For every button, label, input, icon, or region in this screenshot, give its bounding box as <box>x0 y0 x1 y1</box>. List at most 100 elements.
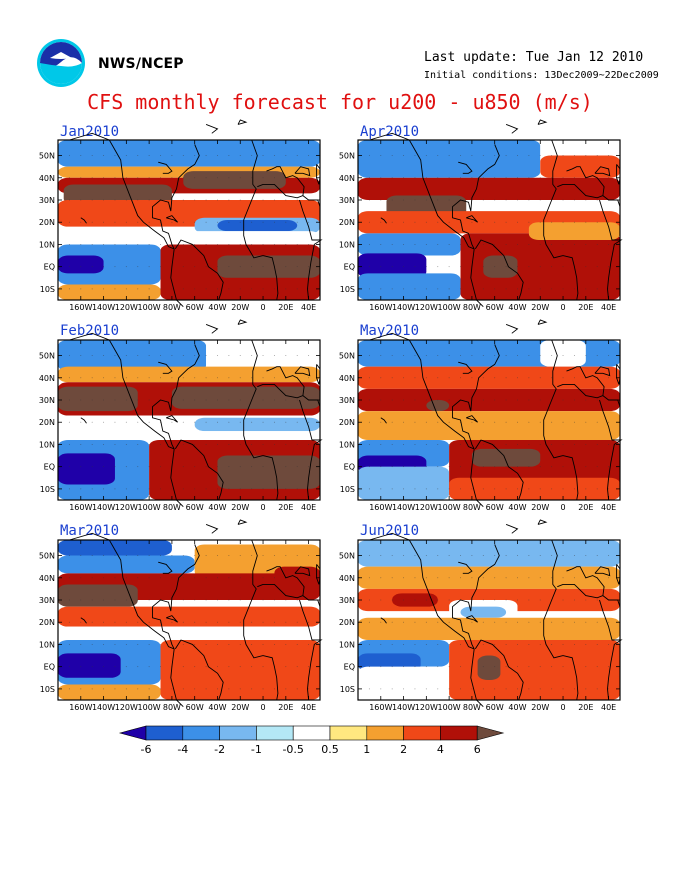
lon-label: 0 <box>260 703 265 712</box>
contour-band <box>217 455 320 489</box>
lat-label: 20N <box>339 618 355 627</box>
lat-label: 10S <box>340 285 355 294</box>
lon-label: 60W <box>486 703 504 712</box>
lon-label: 100W <box>138 703 161 712</box>
lat-label: EQ <box>344 663 355 672</box>
lat-label: 10S <box>40 485 55 494</box>
lon-label: 80W <box>163 503 181 512</box>
lat-label: 30N <box>39 396 55 405</box>
lon-label: 20E <box>578 503 593 512</box>
lon-label: 140W <box>92 303 115 312</box>
colorbar-label: 2 <box>400 743 407 756</box>
contour-band <box>63 184 172 205</box>
contour-band <box>449 640 620 700</box>
contour-band <box>58 453 115 485</box>
contour-band <box>58 584 138 607</box>
lon-label: 20E <box>578 303 593 312</box>
lon-label: 40E <box>601 303 616 312</box>
lat-label: 50N <box>339 152 355 161</box>
colorbar-segment <box>329 725 368 741</box>
lon-label: 20E <box>578 703 593 712</box>
lon-label: 100W <box>138 503 161 512</box>
contour-band <box>58 653 121 678</box>
stipple-dots <box>368 155 610 290</box>
lon-label: 60W <box>186 503 204 512</box>
contour-band <box>58 606 320 627</box>
colorbar-legend: -6 -4 -2 -1 -0.5 0.5 1 2 4 6 <box>118 725 505 756</box>
contour-band <box>58 284 161 300</box>
contour-band <box>358 177 620 200</box>
lon-label: 140W <box>92 703 115 712</box>
lat-label: 40N <box>339 374 355 383</box>
map-frame <box>57 539 321 701</box>
panel-title-feb: Feb2010 <box>60 323 120 339</box>
contour-band <box>358 540 620 567</box>
lon-label: 40E <box>301 303 316 312</box>
contour-band <box>160 640 320 700</box>
contour-field <box>358 140 620 300</box>
contour-band <box>217 220 298 232</box>
lon-label: 140W <box>392 303 415 312</box>
map-panel-apr: 50N 40N 30N 20N 10N EQ 10S 160W 140W 120W 100W 80W 6… <box>339 119 623 312</box>
lon-label: 100W <box>438 303 461 312</box>
colorbar-segment <box>366 725 404 741</box>
contour-band <box>358 388 620 412</box>
lat-label: EQ <box>44 463 55 472</box>
map-panel-jan: 50N 40N 30N 20N 10N EQ 10S 160W 140W 120W 100W 80W 6… <box>39 119 323 312</box>
lat-label: 10N <box>39 240 55 249</box>
contour-band <box>217 255 320 278</box>
panel-title-jun: Jun2010 <box>360 523 420 539</box>
contour-band <box>358 253 427 278</box>
lon-label: 20W <box>231 703 249 712</box>
contour-band <box>460 606 507 618</box>
panel-title-jan: Jan2010 <box>60 124 120 140</box>
lat-label: 30N <box>339 596 355 605</box>
contour-band <box>183 171 286 189</box>
contour-band <box>58 231 320 245</box>
lat-label: 30N <box>39 196 55 205</box>
lat-label: EQ <box>44 663 55 672</box>
contour-band <box>58 366 320 383</box>
contour-band <box>58 684 161 700</box>
contour-band <box>58 555 195 574</box>
lon-label: 120W <box>415 303 438 312</box>
panel-title-may: May2010 <box>360 323 420 339</box>
lon-label: 80W <box>163 703 181 712</box>
lon-label: 40W <box>208 503 226 512</box>
colorbar-label: -1 <box>251 743 262 756</box>
coastlines <box>69 119 323 308</box>
contour-band <box>358 653 421 672</box>
lon-label: 0 <box>260 303 265 312</box>
colorbar-label: 4 <box>437 743 444 756</box>
contour-band <box>58 255 104 274</box>
coastlines <box>69 319 323 508</box>
lat-label: 50N <box>39 352 55 361</box>
lat-label: EQ <box>344 463 355 472</box>
lon-label: 100W <box>438 503 461 512</box>
lat-label: 40N <box>339 574 355 583</box>
lat-label: 50N <box>39 152 55 161</box>
lon-label: 100W <box>438 703 461 712</box>
lat-label: 20N <box>339 418 355 427</box>
contour-band <box>358 366 620 389</box>
colorbar-label: 6 <box>474 743 481 756</box>
contour-band <box>483 255 518 278</box>
contour-band <box>58 431 320 440</box>
lat-label: 40N <box>339 174 355 183</box>
lon-label: 0 <box>560 503 565 512</box>
map-frame <box>357 539 621 701</box>
colorbar-segment <box>118 725 147 741</box>
colorbar-label: -6 <box>141 743 152 756</box>
contour-band <box>471 448 541 467</box>
contour-band <box>449 477 620 500</box>
lat-label: 50N <box>339 352 355 361</box>
panel-title-mar: Mar2010 <box>60 523 120 539</box>
colorbar-segment <box>256 725 294 741</box>
lon-label: 40E <box>601 703 616 712</box>
lat-label: EQ <box>344 263 355 272</box>
lon-label: 20E <box>278 703 293 712</box>
lon-label: 80W <box>463 303 481 312</box>
lat-label: 10S <box>340 685 355 694</box>
contour-band <box>358 411 620 440</box>
lon-label: 40W <box>208 303 226 312</box>
